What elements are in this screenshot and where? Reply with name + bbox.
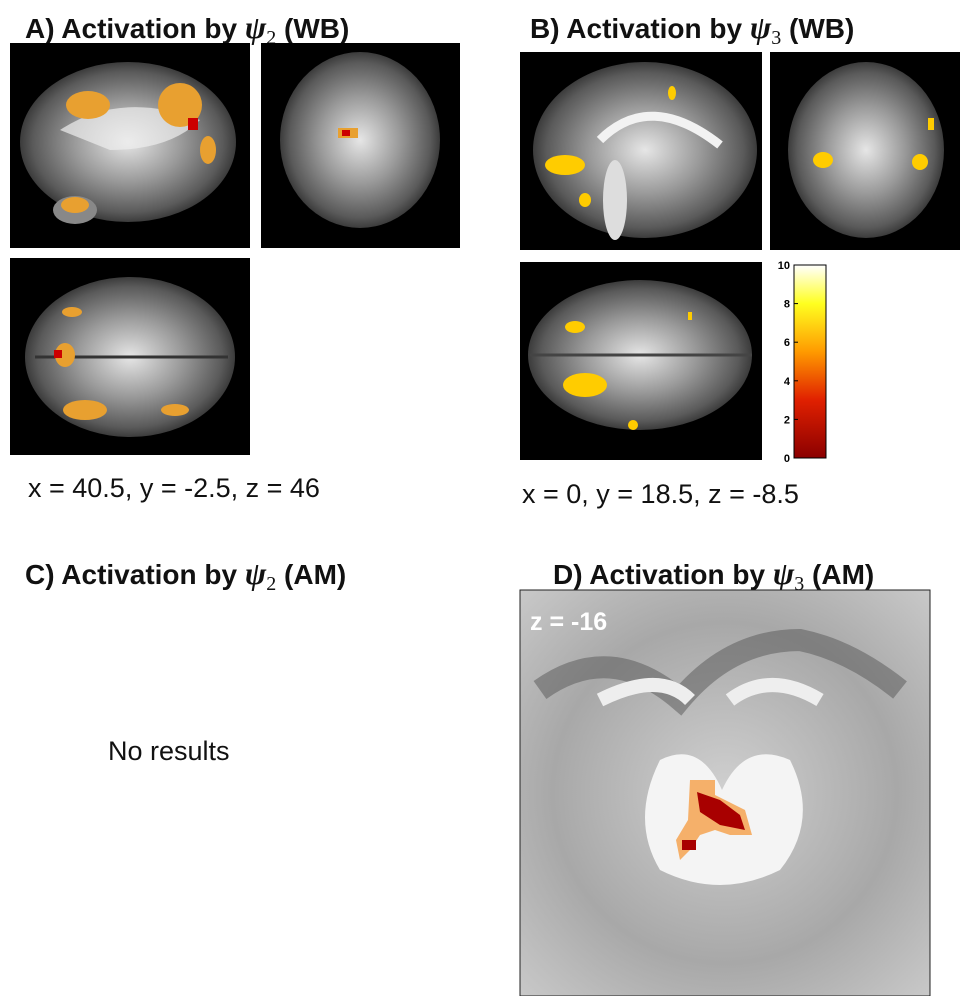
coordinates: x = 40.5, y = -2.5, z = 46 bbox=[28, 473, 320, 503]
colorbar-tick-label: 0 bbox=[784, 453, 790, 465]
colorbar-tick-label: 2 bbox=[784, 414, 790, 426]
slice-label: z = -16 bbox=[530, 608, 607, 636]
colorbar-tick-label: 4 bbox=[784, 376, 791, 388]
zoom-slice bbox=[520, 590, 930, 996]
panel-title: B) Activation by ψ3 (WB) bbox=[530, 9, 854, 49]
sagittal-slice bbox=[10, 43, 250, 248]
coronal-slice bbox=[770, 52, 960, 250]
figure: A) Activation by ψ2 (WB) B) Activation b… bbox=[0, 0, 960, 996]
panel-title: C) Activation by ψ2 (AM) bbox=[25, 555, 346, 595]
colorbar-tick-label: 10 bbox=[778, 260, 790, 272]
no-results: No results bbox=[108, 736, 230, 766]
axial-slice bbox=[520, 262, 762, 460]
coordinates: x = 0, y = 18.5, z = -8.5 bbox=[522, 479, 799, 509]
axial-slice bbox=[10, 258, 250, 455]
colorbar-tick-label: 8 bbox=[784, 299, 790, 311]
colorbar: 0 2 4 6 8 10 bbox=[778, 260, 826, 465]
coronal-slice bbox=[261, 43, 460, 248]
sagittal-slice bbox=[520, 52, 762, 250]
colorbar-tick-label: 6 bbox=[784, 337, 790, 349]
panel-title: D) Activation by ψ3 (AM) bbox=[553, 555, 874, 595]
